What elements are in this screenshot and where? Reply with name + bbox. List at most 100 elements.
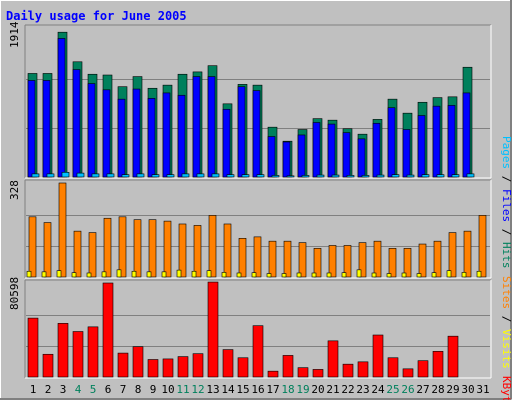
bar-files: [192, 76, 201, 178]
bar-pages: [391, 174, 400, 178]
day-label: 24: [371, 383, 385, 396]
legend-sites: Sites: [500, 276, 512, 309]
bar-kbytes: [447, 335, 459, 378]
bar-pages: [331, 174, 340, 178]
day-label: 17: [266, 383, 279, 396]
day-label: 23: [356, 383, 369, 396]
y-max-label-top: 1914: [8, 21, 21, 48]
day-label: 29: [446, 383, 459, 396]
bar-sites: [463, 230, 472, 278]
bar-sites: [103, 217, 112, 278]
bar-files: [372, 122, 381, 178]
bar-visits: [341, 272, 347, 278]
bar-pages: [241, 174, 250, 178]
bar-kbytes: [192, 353, 204, 378]
bar-sites: [178, 223, 187, 278]
bar-sites: [73, 230, 82, 278]
bar-files: [402, 129, 411, 178]
bar-pages: [286, 175, 295, 178]
bar-sites: [298, 242, 307, 278]
legend-separator: /: [500, 176, 512, 183]
day-label: 12: [191, 383, 204, 396]
bar-pages: [301, 175, 310, 178]
bar-pages: [316, 174, 325, 178]
bar-kbytes: [372, 334, 384, 378]
legend-middle: Sites / Visits: [500, 276, 512, 369]
bar-kbytes: [237, 357, 249, 378]
bar-kbytes: [297, 367, 309, 378]
bar-files: [342, 132, 351, 178]
bar-files: [117, 98, 126, 178]
legend-visits: Visits: [500, 329, 512, 369]
bar-files: [432, 105, 441, 178]
bar-sites: [388, 248, 397, 278]
bar-visits: [146, 271, 152, 278]
bar-kbytes: [57, 323, 69, 378]
day-label: 10: [161, 383, 174, 396]
bar-files: [207, 76, 216, 178]
bar-sites: [58, 182, 67, 278]
bar-pages: [211, 173, 220, 178]
day-axis-labels: 1 2 3 4 5 6 7 8 9 10 11 12 13 14 15 16 17 18 19 20 21 22 23 24 2…: [30, 383, 490, 396]
bar-pages: [256, 174, 265, 178]
bar-files: [417, 115, 426, 178]
day-label: 2: [45, 383, 52, 396]
bar-pages: [151, 174, 160, 178]
bar-visits: [86, 272, 92, 278]
bar-sites: [328, 245, 337, 278]
bar-sites: [28, 216, 37, 278]
bar-sites: [223, 223, 232, 278]
bar-sites: [478, 215, 487, 278]
bar-visits: [206, 270, 212, 278]
bar-kbytes: [387, 357, 399, 378]
bar-visits: [461, 272, 467, 278]
bar-visits: [221, 272, 227, 278]
bar-pages: [346, 175, 355, 178]
bar-visits: [371, 272, 377, 278]
day-label: 20: [311, 383, 324, 396]
bar-kbytes: [27, 317, 39, 378]
bar-files: [282, 141, 291, 178]
bar-visits: [446, 270, 452, 278]
day-label: 25: [386, 383, 399, 396]
day-label: 19: [296, 383, 309, 396]
day-label: 14: [221, 383, 235, 396]
bar-visits: [176, 269, 182, 278]
bar-kbytes: [117, 352, 129, 378]
bar-files: [27, 80, 36, 178]
y-max-label-middle: 328: [8, 180, 21, 200]
bar-kbytes: [357, 361, 369, 378]
day-label: 6: [105, 383, 112, 396]
bar-visits: [101, 271, 107, 278]
bar-kbytes: [342, 363, 354, 378]
bar-files: [162, 92, 171, 178]
bar-visits: [191, 270, 197, 278]
bar-pages: [196, 173, 205, 178]
bar-files: [327, 123, 336, 178]
bar-pages: [166, 174, 175, 178]
bar-kbytes: [417, 360, 429, 378]
bar-pages: [361, 175, 370, 178]
day-label: 16: [251, 383, 264, 396]
bar-sites: [283, 240, 292, 278]
day-label: 21: [326, 383, 339, 396]
day-label: 15: [236, 383, 249, 396]
bar-files: [222, 108, 231, 178]
bar-pages: [406, 174, 415, 178]
bar-kbytes: [132, 346, 144, 378]
bar-kbytes: [222, 349, 234, 378]
bar-kbytes: [162, 358, 174, 378]
bar-sites: [88, 232, 97, 278]
bar-kbytes: [267, 370, 279, 378]
y-max-label-bottom: 80598: [8, 277, 21, 310]
bar-visits: [26, 270, 32, 278]
bar-kbytes: [177, 356, 189, 378]
bar-visits: [116, 269, 122, 278]
bar-sites: [343, 245, 352, 278]
bar-files: [72, 69, 81, 178]
bar-kbytes: [72, 331, 84, 378]
bar-kbytes: [327, 340, 339, 378]
bar-pages: [91, 173, 100, 178]
bar-pages: [136, 173, 145, 178]
bar-files: [252, 90, 261, 178]
